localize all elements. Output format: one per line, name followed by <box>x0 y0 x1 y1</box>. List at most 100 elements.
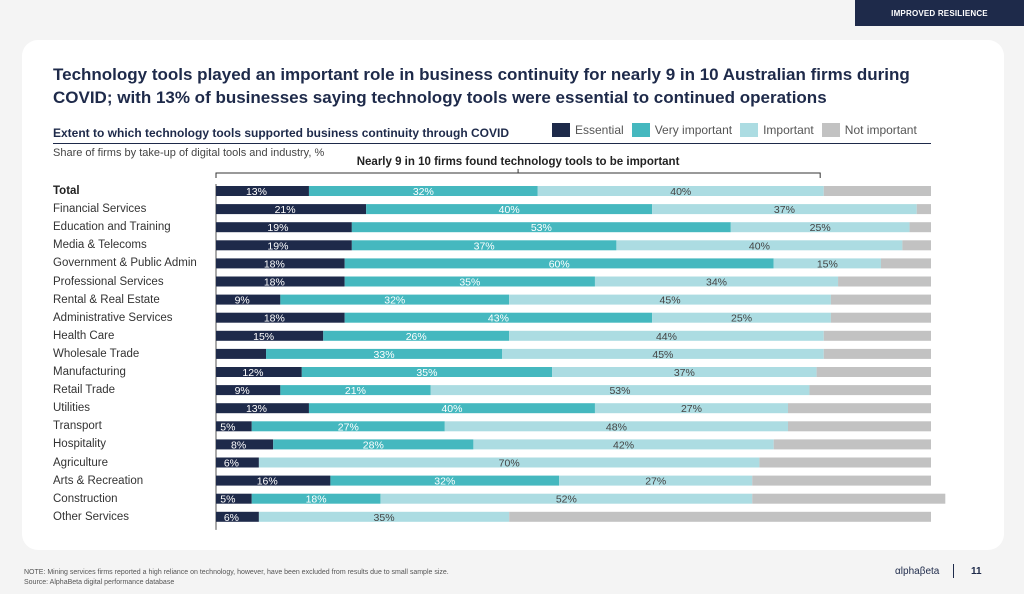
data-label: 32% <box>434 476 455 488</box>
data-label: 15% <box>253 331 274 343</box>
data-label: 5% <box>220 421 235 433</box>
data-label: 15% <box>817 258 838 270</box>
data-label: 9% <box>235 385 250 397</box>
annotation-text: Nearly 9 in 10 firms found technology to… <box>357 156 680 168</box>
data-label: 34% <box>706 277 727 289</box>
bar-segment <box>652 312 831 323</box>
data-label: 53% <box>609 385 630 397</box>
bar-segment <box>216 511 259 522</box>
bar-segment <box>902 240 931 251</box>
category-label: Rental & Real Estate <box>53 293 160 306</box>
data-label: 18% <box>264 258 285 270</box>
data-label: 52% <box>556 494 577 506</box>
data-label: 35% <box>416 367 437 379</box>
bar-segment <box>730 222 910 233</box>
data-label: 32% <box>384 295 405 307</box>
bar-segment <box>216 457 259 468</box>
footer-note: NOTE: Mining services firms reported a h… <box>24 568 449 588</box>
bar-segment <box>823 186 931 196</box>
chart-subtitle: Share of firms by take-up of digital too… <box>53 147 325 159</box>
bar-segment <box>351 240 617 251</box>
bar-segment <box>216 222 352 233</box>
category-label: Retail Trade <box>53 384 116 397</box>
bar-segment <box>559 475 753 486</box>
data-label: 25% <box>810 222 831 234</box>
data-label: 21% <box>345 385 366 397</box>
bar-segment <box>430 385 810 396</box>
data-label: 28% <box>363 439 384 451</box>
bar-segment <box>788 403 931 414</box>
data-label: 8% <box>231 439 246 451</box>
bar-segment <box>616 240 903 251</box>
footer-separator <box>953 564 954 578</box>
section-tag: IMPROVED RESILIENCE <box>855 0 1024 26</box>
data-label: 16% <box>257 476 278 488</box>
bar-segment <box>594 276 839 287</box>
category-label: Arts & Recreation <box>53 474 144 487</box>
data-label: 70% <box>499 458 520 470</box>
category-label: Construction <box>53 492 118 505</box>
bar-segment <box>838 276 931 287</box>
legend-item-not-important: Not important <box>821 123 917 137</box>
bar-segment <box>830 294 931 305</box>
bar-segment <box>788 421 931 432</box>
bar-segment <box>323 330 510 341</box>
bar-segment <box>251 421 445 432</box>
category-label: Wholesale Trade <box>53 347 140 360</box>
data-label: 13% <box>246 403 267 415</box>
bar-segment <box>308 403 595 414</box>
data-label: 18% <box>306 494 327 506</box>
bar-segment <box>816 367 931 377</box>
bar-segment <box>916 204 931 215</box>
page-headline: Technology tools played an important rol… <box>53 65 910 107</box>
bar-segment <box>216 439 274 450</box>
category-label: Administrative Services <box>53 311 173 324</box>
bar-segment <box>809 385 931 396</box>
data-label: 5% <box>220 494 235 506</box>
data-label: 44% <box>656 331 677 343</box>
bar-segment <box>502 348 824 359</box>
category-label: Total <box>53 185 80 197</box>
data-label: 27% <box>338 421 359 433</box>
bar-segment <box>652 204 917 215</box>
category-label: Transport <box>53 420 102 433</box>
bar-segment <box>216 475 331 486</box>
data-label: 43% <box>488 313 509 325</box>
data-label: 19% <box>267 222 288 234</box>
chart-legend: Essential Very important Important Not i… <box>552 123 925 137</box>
bar-segment <box>344 312 653 323</box>
category-label: Manufacturing <box>53 366 126 378</box>
data-label: 37% <box>674 367 695 379</box>
data-label: 33% <box>374 349 395 361</box>
bar-segment <box>344 258 774 269</box>
bar-segment <box>773 439 931 450</box>
data-label: 48% <box>606 421 627 433</box>
bar-segment <box>473 439 774 450</box>
data-label: 35% <box>459 277 480 289</box>
bar-segment <box>266 348 502 359</box>
bar-segment <box>280 294 510 305</box>
bar-segment <box>330 475 560 486</box>
bar-segment <box>344 276 595 287</box>
data-label: 9% <box>235 295 250 307</box>
chart-title: Extent to which technology tools support… <box>53 126 510 140</box>
data-label: 32% <box>413 186 434 198</box>
bar-segment <box>509 330 824 341</box>
data-label: 25% <box>731 313 752 325</box>
bar-segment <box>251 493 381 504</box>
bar-segment <box>216 186 309 196</box>
category-label: Utilities <box>53 402 91 415</box>
bar-segment <box>773 258 881 269</box>
data-label: 60% <box>549 258 570 270</box>
bar-segment <box>216 421 252 432</box>
bar-segment <box>830 312 931 323</box>
category-label: Financial Services <box>53 203 147 216</box>
bar-segment <box>216 258 345 269</box>
category-label: Government & Public Admin <box>53 257 197 270</box>
data-label: 37% <box>774 204 795 216</box>
legend-item-essential: Essential <box>552 123 624 137</box>
category-label: Media & Telecoms <box>53 239 147 252</box>
data-label: 18% <box>264 313 285 325</box>
data-label: 45% <box>660 295 681 307</box>
note-text: NOTE: Mining services firms reported a h… <box>24 569 449 576</box>
